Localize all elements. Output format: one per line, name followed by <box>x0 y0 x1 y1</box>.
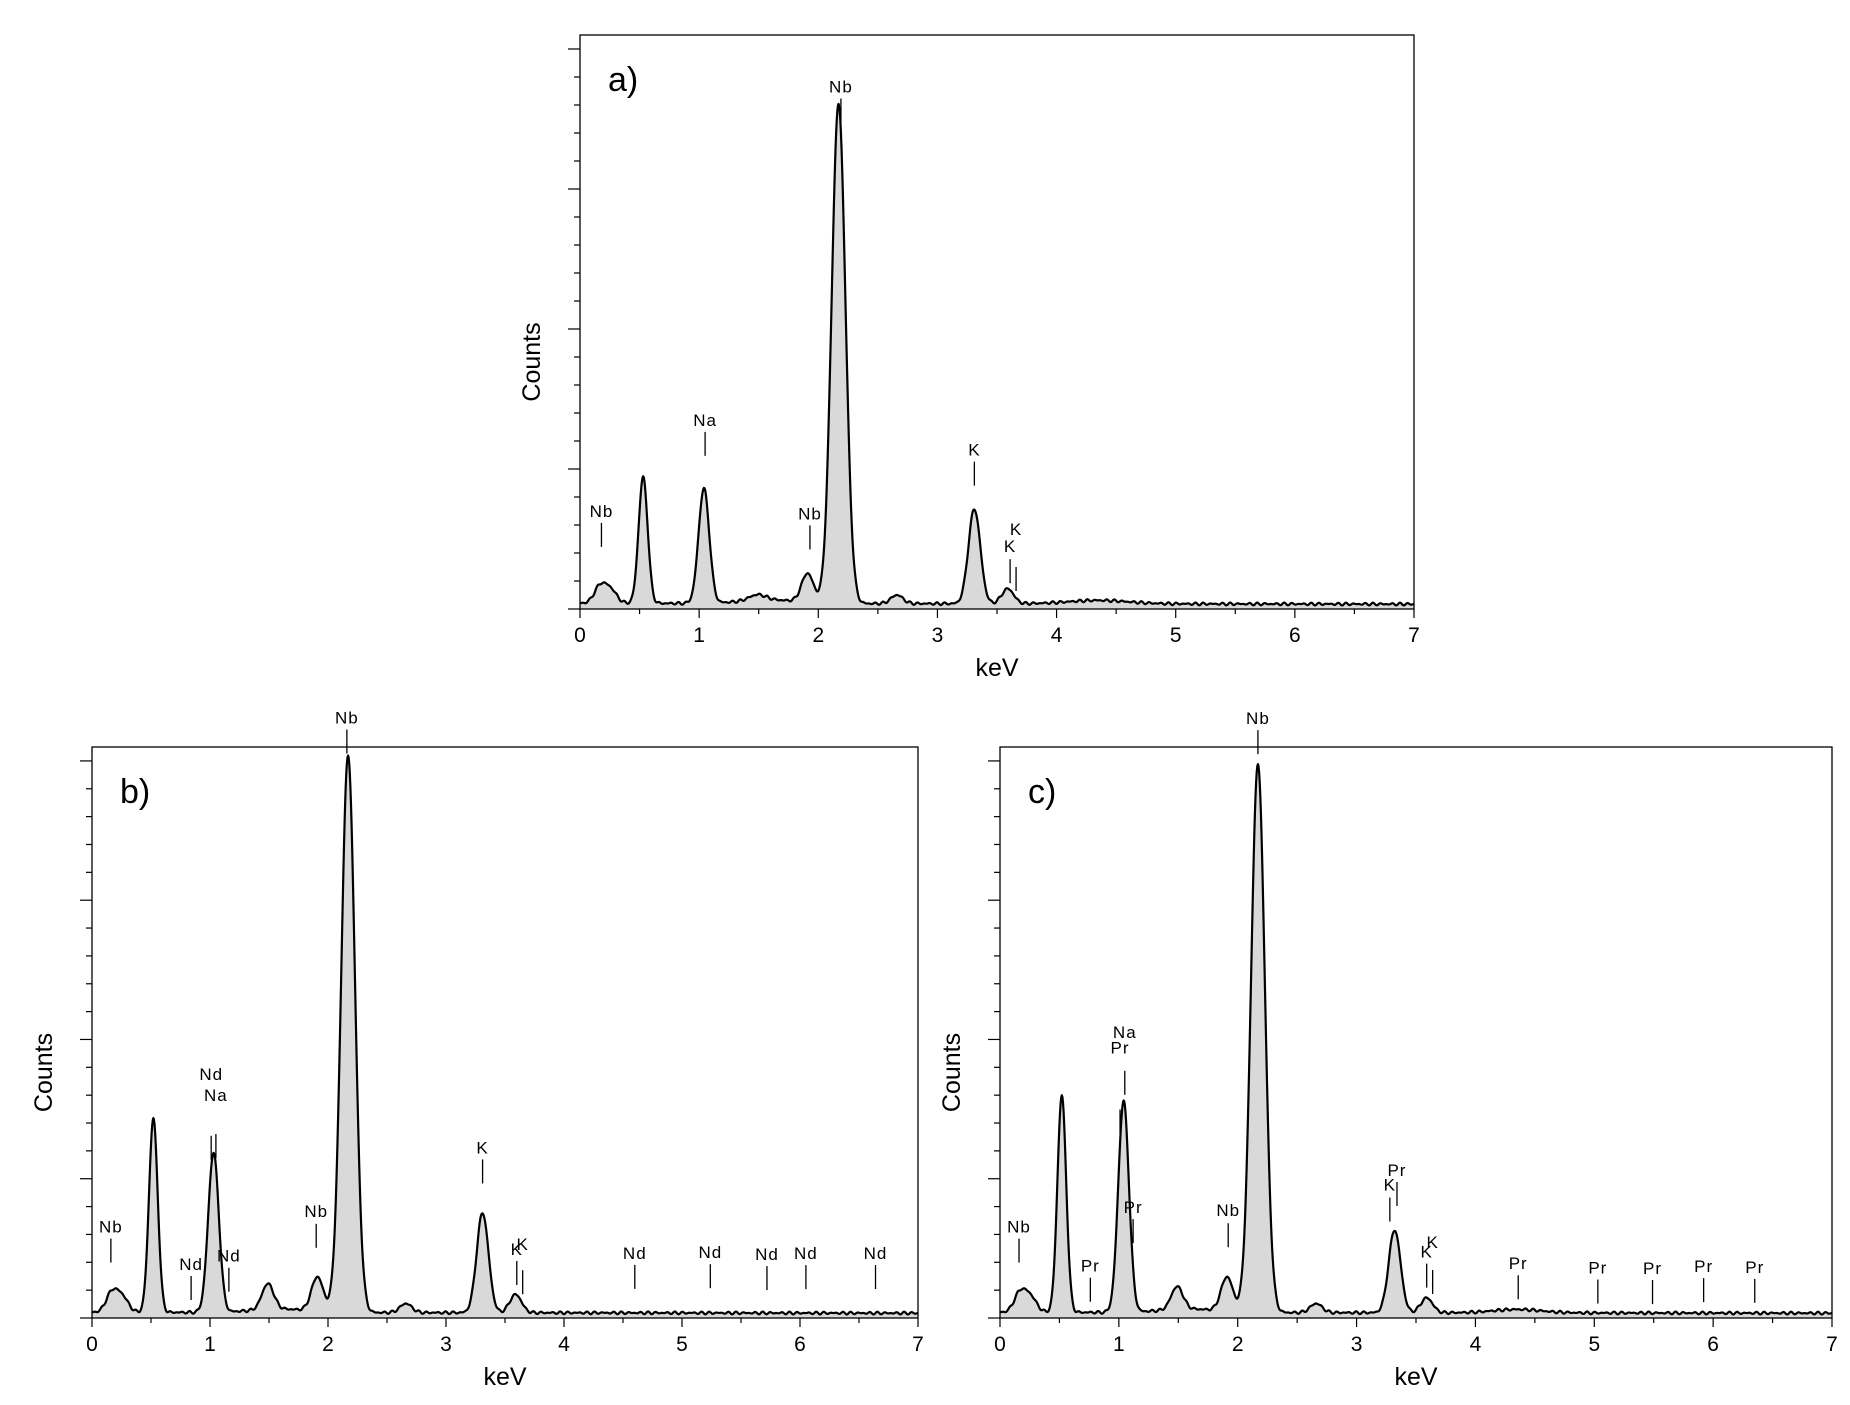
panel-label: a) <box>608 61 638 99</box>
peak-label: Pr <box>1694 1257 1713 1276</box>
x-tick-label: 7 <box>1408 624 1420 647</box>
panel-label: b) <box>120 773 150 811</box>
peak-label: Pr <box>1387 1161 1406 1180</box>
peak-label: K <box>1004 537 1016 556</box>
y-axis-label: Counts <box>938 1033 966 1112</box>
x-axis-label: keV <box>483 1363 526 1391</box>
peak-label: Nb <box>1246 709 1270 728</box>
peak-label: Nd <box>623 1244 647 1263</box>
peak-label: Nb <box>1216 1201 1240 1220</box>
x-tick-label: 2 <box>1232 1333 1244 1356</box>
peak-label: Pr <box>1509 1254 1528 1273</box>
peak-label: K <box>517 1235 529 1254</box>
peak-label: Nb <box>304 1202 328 1221</box>
peak-label: Nb <box>1007 1218 1031 1237</box>
x-axis-label: keV <box>975 654 1018 682</box>
x-tick-label: 6 <box>794 1333 806 1356</box>
spectrum-area-fill <box>92 755 918 1318</box>
peak-label: Nb <box>798 504 822 523</box>
peak-label: Nd <box>864 1244 888 1263</box>
x-tick-label: 3 <box>932 624 944 647</box>
x-tick-label: 2 <box>322 1333 334 1356</box>
x-tick-label: 1 <box>693 624 705 647</box>
peak-label: Nb <box>335 709 359 728</box>
y-axis-label: Counts <box>30 1033 58 1112</box>
x-tick-label: 0 <box>574 624 586 647</box>
x-tick-label: 5 <box>676 1333 688 1356</box>
x-tick-label: 3 <box>1351 1333 1363 1356</box>
peak-label: Nd <box>217 1247 241 1266</box>
peak-label: Pr <box>1745 1258 1764 1277</box>
peak-label: Nd <box>794 1244 818 1263</box>
x-tick-label: 1 <box>1113 1333 1125 1356</box>
peak-label: K <box>1421 1243 1433 1262</box>
peak-label: K <box>1384 1176 1396 1195</box>
peak-label: Nd <box>755 1245 779 1264</box>
x-tick-label: 3 <box>440 1333 452 1356</box>
x-tick-label: 7 <box>1826 1333 1838 1356</box>
x-tick-label: 2 <box>812 624 824 647</box>
spectrum-series-line <box>91 754 919 1316</box>
panel-label: c) <box>1028 773 1056 811</box>
x-tick-label: 5 <box>1170 624 1182 647</box>
spectrum-series-line <box>999 763 1833 1316</box>
peak-label: K <box>1426 1233 1438 1252</box>
peak-label: Na <box>204 1086 228 1105</box>
peak-label: Nb <box>590 502 614 521</box>
peak-label: K <box>968 441 980 460</box>
peak-label: Pr <box>1081 1257 1100 1276</box>
x-tick-label: 4 <box>1470 1333 1482 1356</box>
x-tick-label: 0 <box>994 1333 1006 1356</box>
x-tick-label: 6 <box>1707 1333 1719 1356</box>
peak-label: Pr <box>1588 1259 1607 1278</box>
peak-label: Pr <box>1643 1259 1662 1278</box>
x-axis-label: keV <box>1394 1363 1437 1391</box>
peak-label: Pr <box>1111 1038 1130 1057</box>
x-tick-label: 6 <box>1289 624 1301 647</box>
peak-label: Na <box>1113 1023 1137 1042</box>
peak-label: Nd <box>199 1065 223 1084</box>
peak-label: K <box>476 1138 488 1157</box>
x-tick-label: 1 <box>204 1333 216 1356</box>
peak-label: Na <box>693 411 717 430</box>
peak-label: Nb <box>829 78 853 97</box>
x-tick-label: 4 <box>558 1333 570 1356</box>
y-axis-label: Counts <box>518 322 546 401</box>
peak-label: K <box>1010 520 1022 539</box>
peak-label: K <box>511 1240 523 1259</box>
x-tick-label: 7 <box>912 1333 924 1356</box>
peak-label: Nb <box>99 1218 123 1237</box>
spectrum-series-line <box>579 102 1415 607</box>
x-tick-label: 0 <box>86 1333 98 1356</box>
x-tick-label: 5 <box>1588 1333 1600 1356</box>
peak-label: Nd <box>179 1255 203 1274</box>
x-tick-label: 4 <box>1051 624 1063 647</box>
peak-label: Pr <box>1124 1198 1143 1217</box>
peak-label: Nd <box>698 1243 722 1262</box>
spectrum-area-fill <box>580 103 1414 610</box>
